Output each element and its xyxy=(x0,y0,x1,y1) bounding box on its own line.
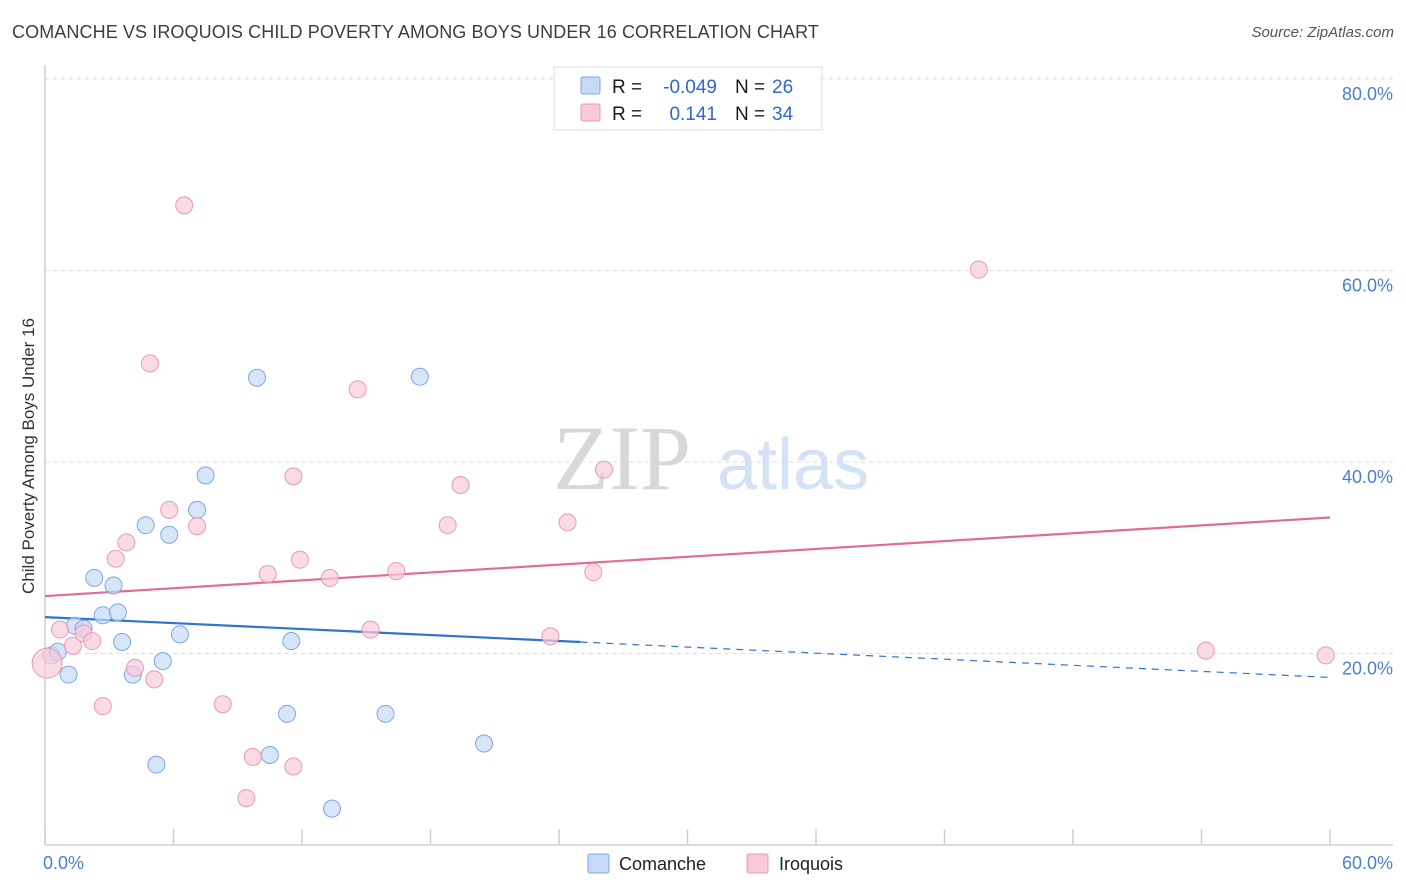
iroquois-point xyxy=(125,658,144,677)
iroquois-point xyxy=(558,513,577,532)
iroquois-point xyxy=(213,695,232,714)
iroquois-point xyxy=(451,475,470,494)
comanche-n-label: N = xyxy=(735,77,765,98)
watermark-zip: ZIP xyxy=(553,407,691,509)
comanche-point xyxy=(160,525,179,544)
iroquois-point xyxy=(541,627,560,646)
x-tick-max: 60.0% xyxy=(1342,853,1393,873)
iroquois-r-label: R = xyxy=(612,104,642,125)
stats-legend: R = -0.049 N = 26 R = 0.141 N = 34 xyxy=(553,66,823,131)
comanche-point xyxy=(85,568,104,587)
x-tick-labels: 0.0% 60.0% xyxy=(43,853,1393,873)
legend-iroquois-label: Iroquois xyxy=(779,854,843,874)
comanche-point xyxy=(188,500,207,519)
iroquois-trend-line xyxy=(44,516,1331,598)
comanche-point xyxy=(136,516,155,535)
iroquois-point xyxy=(361,620,380,639)
iroquois-point xyxy=(584,563,603,582)
iroquois-point xyxy=(348,380,367,399)
comanche-point xyxy=(170,625,189,644)
iroquois-n-value: 34 xyxy=(772,104,794,125)
comanche-point xyxy=(260,745,279,764)
iroquois-point xyxy=(50,620,69,639)
watermark: ZIP atlas xyxy=(553,407,869,509)
comanche-n-value: 26 xyxy=(772,77,793,98)
comanche-point xyxy=(113,633,132,652)
comanche-point xyxy=(322,799,341,818)
comanche-point xyxy=(475,734,494,753)
grid-lines xyxy=(45,78,1393,654)
comanche-point xyxy=(59,665,78,684)
iroquois-point xyxy=(594,460,613,479)
legend-comanche-swatch xyxy=(587,853,610,874)
iroquois-swatch xyxy=(580,103,601,122)
iroquois-point xyxy=(140,354,159,373)
legend-comanche-label: Comanche xyxy=(619,854,706,874)
iroquois-point xyxy=(284,757,303,776)
iroquois-point xyxy=(237,789,256,808)
data-points xyxy=(31,196,1335,818)
iroquois-point xyxy=(117,533,136,552)
axes xyxy=(44,65,1393,846)
iroquois-point xyxy=(320,568,339,587)
iroquois-point xyxy=(1316,646,1335,665)
source-credit: Source: ZipAtlas.com xyxy=(1251,24,1394,41)
y-axis-label: Child Poverty Among Boys Under 16 xyxy=(19,318,38,594)
comanche-point xyxy=(410,367,429,386)
iroquois-point xyxy=(83,632,102,651)
iroquois-point xyxy=(106,549,125,568)
iroquois-point xyxy=(1196,641,1215,660)
watermark-atlas: atlas xyxy=(717,425,869,505)
comanche-point xyxy=(93,606,112,625)
iroquois-point xyxy=(93,697,112,716)
iroquois-point xyxy=(31,647,63,679)
y-tick-label-40: 40.0% xyxy=(1342,467,1393,487)
iroquois-point xyxy=(284,467,303,486)
comanche-r-value: -0.049 xyxy=(663,77,717,98)
comanche-point xyxy=(153,652,172,671)
iroquois-point xyxy=(258,565,277,584)
iroquois-point xyxy=(63,636,82,655)
iroquois-point xyxy=(175,196,194,215)
iroquois-point xyxy=(188,517,207,536)
comanche-point xyxy=(147,755,166,774)
iroquois-point xyxy=(160,500,179,519)
iroquois-point xyxy=(290,550,309,569)
iroquois-r-value: 0.141 xyxy=(669,104,717,125)
iroquois-point xyxy=(243,747,262,766)
comanche-point xyxy=(196,466,215,485)
comanche-swatch xyxy=(580,76,601,95)
trend-lines xyxy=(44,516,1331,679)
y-tick-label-20: 20.0% xyxy=(1342,659,1393,679)
y-tick-label-80: 80.0% xyxy=(1342,84,1393,104)
comanche-point xyxy=(248,368,267,387)
comanche-point xyxy=(278,704,297,723)
x-tick-min: 0.0% xyxy=(43,853,84,873)
comanche-point xyxy=(108,603,127,622)
legend-iroquois-swatch xyxy=(746,853,769,874)
comanche-point xyxy=(376,704,395,723)
iroquois-point xyxy=(145,670,164,689)
comanche-r-label: R = xyxy=(612,77,642,98)
iroquois-n-label: N = xyxy=(735,104,765,125)
comanche-trend-extension xyxy=(580,641,1331,679)
iroquois-point xyxy=(969,260,988,279)
y-tick-label-60: 60.0% xyxy=(1342,276,1393,296)
chart-title: COMANCHE VS IROQUOIS CHILD POVERTY AMONG… xyxy=(12,22,820,42)
y-tick-labels: 20.0% 40.0% 60.0% 80.0% xyxy=(1342,84,1393,679)
comanche-point xyxy=(104,576,123,595)
iroquois-point xyxy=(387,562,406,581)
comanche-point xyxy=(282,632,301,651)
comanche-trend-line xyxy=(44,616,581,644)
series-legend: Comanche Iroquois xyxy=(587,853,843,874)
iroquois-point xyxy=(438,516,457,535)
